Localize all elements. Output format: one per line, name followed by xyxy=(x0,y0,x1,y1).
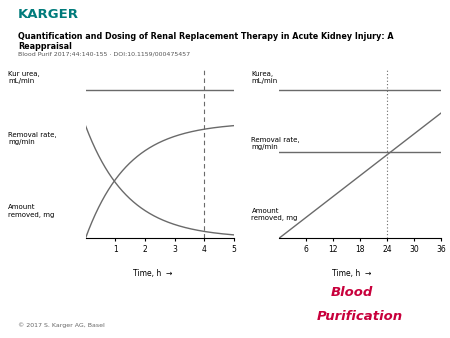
Text: Kur urea,
mL/min: Kur urea, mL/min xyxy=(8,71,40,84)
Text: Kurea,
mL/min: Kurea, mL/min xyxy=(252,71,278,84)
Text: Removal rate,
mg/min: Removal rate, mg/min xyxy=(252,137,300,150)
Text: Removal rate,
mg/min: Removal rate, mg/min xyxy=(8,132,57,145)
Text: Amount
removed, mg: Amount removed, mg xyxy=(252,208,298,221)
Text: © 2017 S. Karger AG, Basel: © 2017 S. Karger AG, Basel xyxy=(18,322,105,328)
Text: Purification: Purification xyxy=(316,310,402,323)
Text: Blood: Blood xyxy=(331,286,373,299)
Text: Amount
removed, mg: Amount removed, mg xyxy=(8,204,54,218)
Text: Blood Purif 2017;44:140-155 · DOI:10.1159/000475457: Blood Purif 2017;44:140-155 · DOI:10.115… xyxy=(18,51,190,56)
Text: Reappraisal: Reappraisal xyxy=(18,42,72,51)
Text: KARGER: KARGER xyxy=(18,8,79,21)
Text: Time, h  →: Time, h → xyxy=(133,269,172,278)
Text: Quantification and Dosing of Renal Replacement Therapy in Acute Kidney Injury: A: Quantification and Dosing of Renal Repla… xyxy=(18,32,394,41)
Text: Time, h  →: Time, h → xyxy=(332,269,372,278)
